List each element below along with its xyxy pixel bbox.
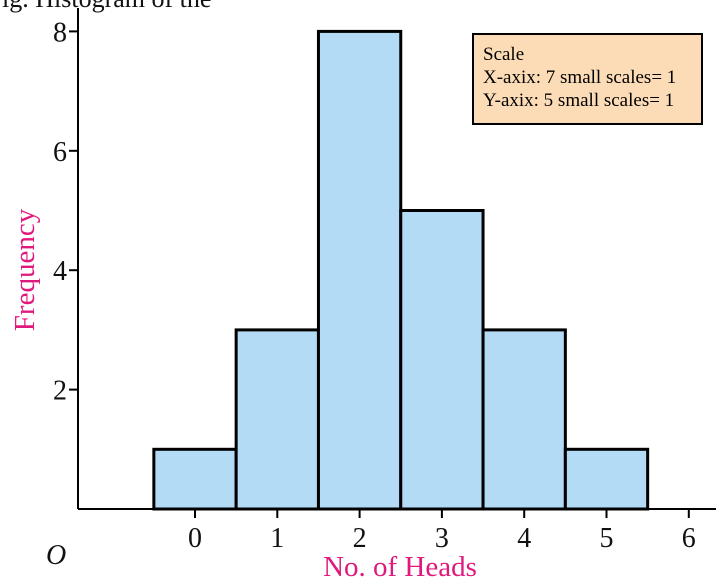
x-tick-label-4: 4 [517,523,531,554]
y-axis-title: Frequency [9,208,41,331]
y-tick-label-4: 4 [53,256,67,287]
x-tick-label-0: 0 [188,523,202,554]
partial-caption: ig. Histogram of the [2,0,211,14]
origin-label: O [46,540,66,571]
x-tick-label-5: 5 [600,523,614,554]
bar-3 [399,209,485,511]
y-ticks-group: 2 4 6 8 [53,17,78,407]
y-tick-label-8: 8 [53,17,67,48]
x-ticks-group: 0 1 2 3 4 5 6 [188,509,696,554]
scale-y-line: Y-axix: 5 small scales= 1 [483,90,675,111]
scale-legend-box: Scale X-axix: 7 small scales= 1 Y-axix: … [472,33,703,125]
scale-x-line: X-axix: 7 small scales= 1 [483,67,677,88]
bar-4 [481,328,567,511]
x-tick-label-6: 6 [682,523,696,554]
bar-5 [563,447,650,511]
y-tick-label-6: 6 [53,137,67,168]
x-axis-title: No. of Heads [323,551,477,578]
bar-1 [234,328,320,511]
x-tick-label-1: 1 [270,523,284,554]
bar-2 [316,29,403,511]
bar-0 [152,447,238,511]
x-tick-label-3: 3 [435,523,449,554]
scale-title: Scale [483,44,525,65]
x-tick-label-2: 2 [353,523,367,554]
bars-group [152,29,650,511]
y-tick-label-2: 2 [53,376,67,407]
